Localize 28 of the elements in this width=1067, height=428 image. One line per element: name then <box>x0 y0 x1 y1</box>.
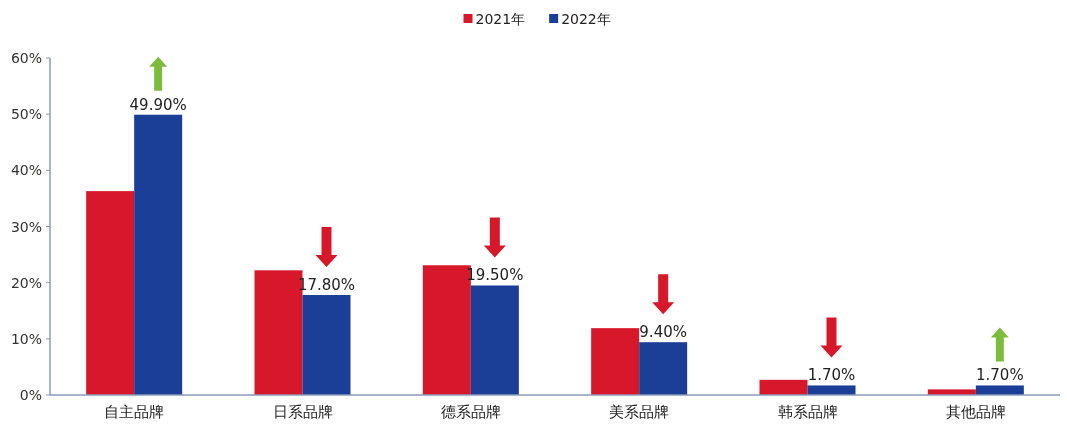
bar <box>975 385 1024 395</box>
bar <box>807 385 856 395</box>
data-label: 9.40% <box>639 323 687 342</box>
bar <box>591 328 640 395</box>
data-label: 1.70% <box>807 366 856 385</box>
legend-label: 2022年 <box>561 11 611 27</box>
data-label: 49.90% <box>129 95 187 114</box>
x-tick-label: 德系品牌 <box>440 403 501 421</box>
y-tick-label: 10% <box>10 330 42 347</box>
x-tick-label: 其他品牌 <box>945 403 1006 421</box>
data-label: 1.70% <box>976 366 1024 385</box>
x-tick-label: 自主品牌 <box>104 403 165 421</box>
bar <box>759 379 808 395</box>
bar <box>470 285 519 395</box>
bar <box>134 114 183 395</box>
x-tick-label: 韩系品牌 <box>777 403 838 421</box>
legend-label: 2021年 <box>475 11 526 27</box>
x-tick-label: 美系品牌 <box>609 403 670 421</box>
bar <box>86 191 135 395</box>
y-tick-label: 50% <box>10 106 42 123</box>
y-tick-label: 60% <box>10 50 42 66</box>
bar <box>302 295 351 395</box>
y-tick-label: 30% <box>10 218 42 235</box>
y-tick-label: 0% <box>19 387 42 403</box>
y-tick-label: 40% <box>10 162 42 179</box>
y-tick-label: 20% <box>10 274 42 291</box>
bar <box>639 342 688 395</box>
x-tick-label: 日系品牌 <box>272 403 333 421</box>
